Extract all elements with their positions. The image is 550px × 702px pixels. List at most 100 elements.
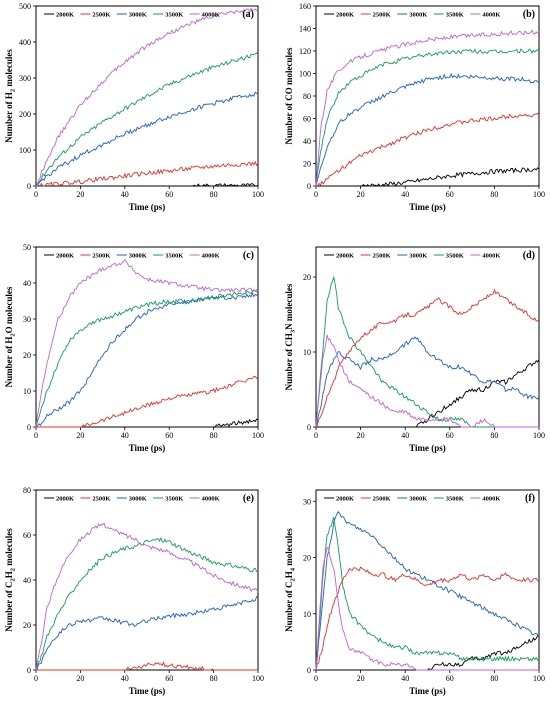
legend-label: 2000K xyxy=(336,12,354,19)
y-tick-label: 500 xyxy=(19,2,31,11)
series-line-4000k xyxy=(315,546,539,671)
y-tick-label: 40 xyxy=(23,576,31,585)
x-axis-label: Time (ps) xyxy=(409,443,446,453)
x-tick-label: 0 xyxy=(34,674,38,683)
x-tick-label: 100 xyxy=(252,190,264,199)
legend-label: 3500K xyxy=(446,253,464,260)
legend-label: 3000K xyxy=(409,496,427,503)
x-tick-label: 40 xyxy=(121,190,129,199)
series-line-2000k xyxy=(316,359,540,428)
x-tick-label: 0 xyxy=(34,190,38,199)
series-line-2500k xyxy=(36,661,258,671)
legend-label: 2500K xyxy=(373,496,391,503)
series-line-2500k xyxy=(36,375,259,428)
plot-frame xyxy=(315,5,540,187)
legend-label: 4000K xyxy=(202,496,220,503)
y-tick-label: 10 xyxy=(23,387,31,396)
y-axis-label: Number of CO molecules xyxy=(284,47,294,145)
y-axis-label: Number of H2O molecules xyxy=(4,286,17,387)
series-line-2000k xyxy=(36,418,259,428)
x-tick-label: 0 xyxy=(34,431,38,440)
series-line-3500k xyxy=(35,536,259,671)
y-tick-label: 300 xyxy=(19,74,31,83)
legend-label: 2500K xyxy=(373,12,391,19)
x-tick-label: 60 xyxy=(446,190,454,199)
legend-label: 2500K xyxy=(92,12,110,19)
y-tick-label: 20 xyxy=(303,273,311,282)
y-tick-label: 50 xyxy=(23,243,31,252)
y-tick-label: 100 xyxy=(299,70,311,79)
series-line-3000k xyxy=(315,72,540,187)
plot-frame xyxy=(35,246,259,428)
x-axis-label: Time (ps) xyxy=(409,202,446,212)
legend-label: 3000K xyxy=(129,253,147,260)
x-tick-label: 80 xyxy=(490,674,498,683)
y-tick-label: 10 xyxy=(303,610,311,619)
x-tick-label: 100 xyxy=(533,190,545,199)
series-line-3000k xyxy=(315,336,540,428)
legend-label: 3500K xyxy=(165,253,183,260)
x-tick-label: 80 xyxy=(210,431,218,440)
y-tick-label: 0 xyxy=(27,182,31,191)
x-tick-label: 80 xyxy=(490,190,498,199)
legend-label: 2500K xyxy=(92,496,110,503)
x-tick-label: 20 xyxy=(357,431,365,440)
y-tick-label: 60 xyxy=(303,115,311,124)
legend-label: 2500K xyxy=(92,253,110,260)
x-tick-label: 100 xyxy=(252,431,264,440)
panel-label: (f) xyxy=(525,493,535,504)
y-axis-label: Number of H2 molecules xyxy=(4,49,17,143)
panel-e: 0 20 40 60 80 100 0 20 40 60 80 Time (ps) Number of … xyxy=(4,486,264,696)
y-tick-label: 20 xyxy=(23,351,31,360)
legend-label: 2500K xyxy=(373,253,391,260)
y-axis-label: Number of C2H2 molecules xyxy=(4,528,17,632)
series-line-3500k xyxy=(36,52,259,187)
series-line-2500k xyxy=(315,566,540,671)
legend-label: 3000K xyxy=(409,253,427,260)
x-tick-label: 60 xyxy=(165,431,173,440)
panel-b: 0 20 40 60 80 100 0 20 40 60 80 100 120 140 160 Time (p… xyxy=(284,2,545,212)
y-tick-label: 20 xyxy=(303,554,311,563)
legend-label: 3000K xyxy=(409,12,427,19)
x-tick-label: 60 xyxy=(165,674,173,683)
y-tick-label: 80 xyxy=(303,92,311,101)
x-tick-label: 0 xyxy=(314,431,318,440)
series-line-4000k xyxy=(35,258,259,428)
y-tick-label: 120 xyxy=(299,47,311,56)
panel-c: 0 20 40 60 80 100 0 10 20 30 40 50 Time (ps) Number o… xyxy=(4,243,264,453)
panel-f: 0 20 40 60 80 100 0 10 20 30 Time (ps) Number of C2… xyxy=(284,489,545,696)
y-tick-label: 0 xyxy=(307,666,311,675)
x-tick-label: 80 xyxy=(490,431,498,440)
series-line-2000k xyxy=(316,634,540,671)
series-line-4000k xyxy=(35,7,259,187)
y-tick-label: 160 xyxy=(299,2,311,11)
series-line-4000k xyxy=(35,522,259,671)
panel-label: (d) xyxy=(523,250,535,261)
x-tick-label: 100 xyxy=(533,674,545,683)
legend-label: 3500K xyxy=(165,496,183,503)
y-tick-label: 0 xyxy=(307,182,311,191)
panel-d: 0 20 40 60 80 100 0 10 20 Time (ps) Number of CH3N… xyxy=(284,246,545,453)
series-line-2500k xyxy=(35,160,259,188)
series-line-3000k xyxy=(35,91,259,187)
legend-label: 2000K xyxy=(336,253,354,260)
legend-label: 2000K xyxy=(56,12,74,19)
y-tick-label: 400 xyxy=(19,38,31,47)
series-line-3500k xyxy=(35,289,259,428)
y-tick-label: 30 xyxy=(303,497,311,506)
x-tick-label: 40 xyxy=(401,431,409,440)
y-tick-label: 0 xyxy=(27,423,31,432)
series-line-2000k xyxy=(316,167,540,187)
y-tick-label: 60 xyxy=(23,531,31,540)
series-line-4000k xyxy=(315,334,539,428)
x-tick-label: 40 xyxy=(121,431,129,440)
y-tick-label: 20 xyxy=(23,621,31,630)
y-tick-label: 80 xyxy=(23,486,31,495)
x-tick-label: 20 xyxy=(357,674,365,683)
x-tick-label: 0 xyxy=(314,674,318,683)
x-tick-label: 20 xyxy=(76,431,84,440)
series-line-2000k xyxy=(36,182,259,187)
y-tick-label: 0 xyxy=(307,423,311,432)
plot-frame xyxy=(35,489,259,671)
legend-label: 2000K xyxy=(336,496,354,503)
